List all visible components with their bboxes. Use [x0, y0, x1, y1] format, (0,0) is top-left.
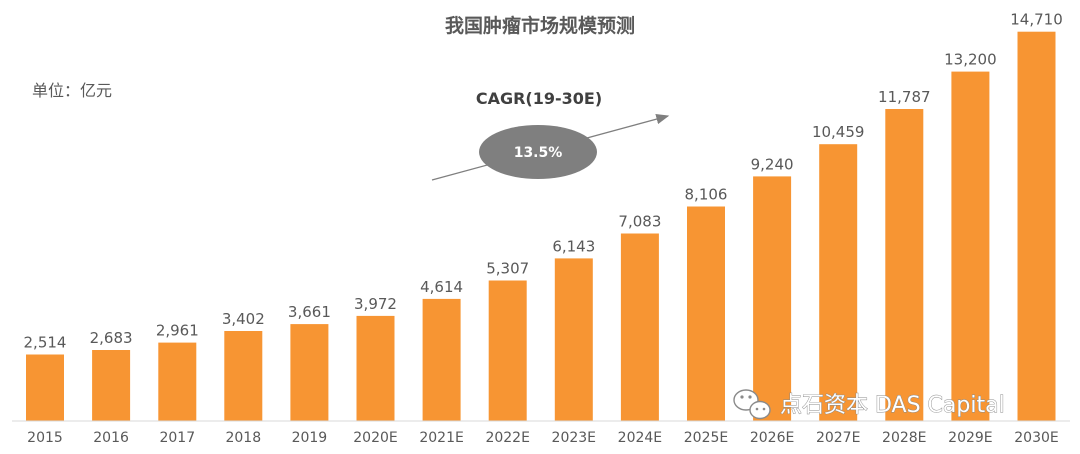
x-tick-label-2017: 2017: [159, 430, 195, 446]
bar-2025E: [687, 206, 725, 421]
x-tick-label-2024E: 2024E: [618, 430, 662, 446]
value-label-2015: 2,514: [24, 334, 67, 352]
bar-2027E: [819, 144, 858, 421]
bar-2019: [290, 324, 329, 421]
value-label-2023E: 6,143: [552, 237, 595, 255]
value-label-2026E: 9,240: [751, 155, 794, 173]
bar-2021E: [422, 298, 461, 421]
value-label-2029E: 13,200: [944, 51, 997, 69]
wechat-icon: [733, 389, 771, 420]
watermark: 点石资本 DAS Capital: [733, 389, 1005, 420]
bar-2022E: [488, 280, 527, 421]
x-tick-label-2015: 2015: [27, 430, 63, 446]
x-tick-label-2027E: 2027E: [816, 430, 860, 446]
value-label-2021E: 4,614: [420, 278, 463, 296]
x-tick-label-2016: 2016: [93, 430, 129, 446]
bars-group: [26, 31, 1056, 421]
value-label-2030E: 14,710: [1010, 11, 1063, 29]
bar-2017: [158, 342, 197, 421]
value-label-2028E: 11,787: [878, 88, 931, 106]
x-tick-label-2022E: 2022E: [485, 430, 529, 446]
bar-2016: [92, 350, 131, 421]
value-label-2020E: 3,972: [354, 295, 397, 313]
value-label-2018: 3,402: [222, 310, 265, 328]
value-label-2017: 2,961: [156, 322, 199, 340]
bar-2026E: [753, 176, 792, 421]
bar-2015: [26, 354, 64, 421]
x-tick-label-2023E: 2023E: [552, 430, 596, 446]
x-tick-label-2020E: 2020E: [353, 430, 397, 446]
value-label-2024E: 7,083: [618, 213, 661, 231]
x-tick-label-2028E: 2028E: [882, 430, 926, 446]
bar-2023E: [554, 258, 593, 421]
x-tick-label-2030E: 2030E: [1014, 430, 1058, 446]
cagr-value: 13.5%: [514, 145, 563, 161]
x-tick-label-2021E: 2021E: [419, 430, 463, 446]
bar-2029E: [951, 71, 990, 421]
cagr-annotation: 13.5% CAGR(19-30E): [431, 89, 670, 181]
value-label-2016: 2,683: [90, 329, 133, 347]
watermark-text: 点石资本 DAS Capital: [780, 393, 1005, 418]
bar-2018: [224, 331, 263, 421]
value-label-2019: 3,661: [288, 303, 331, 321]
x-tick-label-2029E: 2029E: [948, 430, 992, 446]
unit-label: 单位：亿元: [32, 81, 112, 100]
bar-2028E: [885, 109, 924, 421]
x-tick-label-2026E: 2026E: [750, 430, 794, 446]
chart-title: 我国肿瘤市场规模预测: [445, 14, 635, 37]
value-label-2022E: 5,307: [486, 260, 529, 278]
x-tick-label-2019: 2019: [292, 430, 328, 446]
x-tick-label-2018: 2018: [225, 430, 261, 446]
x-tick-label-2025E: 2025E: [684, 430, 728, 446]
cagr-label: CAGR(19-30E): [476, 89, 602, 108]
value-label-2025E: 8,106: [685, 186, 728, 204]
value-label-2027E: 10,459: [812, 123, 865, 141]
cagr-ellipse: [479, 125, 597, 179]
bar-2030E: [1017, 31, 1056, 421]
value-labels-group: 2,514 2,683 2,961 3,402 3,661 3,972 4,614 5,307…: [24, 11, 1063, 352]
x-tick-labels-group: 2015 2016 2017 2018 2019 2020E 2021E 2022E 2023E…: [27, 430, 1059, 446]
bar-2024E: [620, 233, 659, 421]
bar-2020E: [356, 315, 395, 421]
